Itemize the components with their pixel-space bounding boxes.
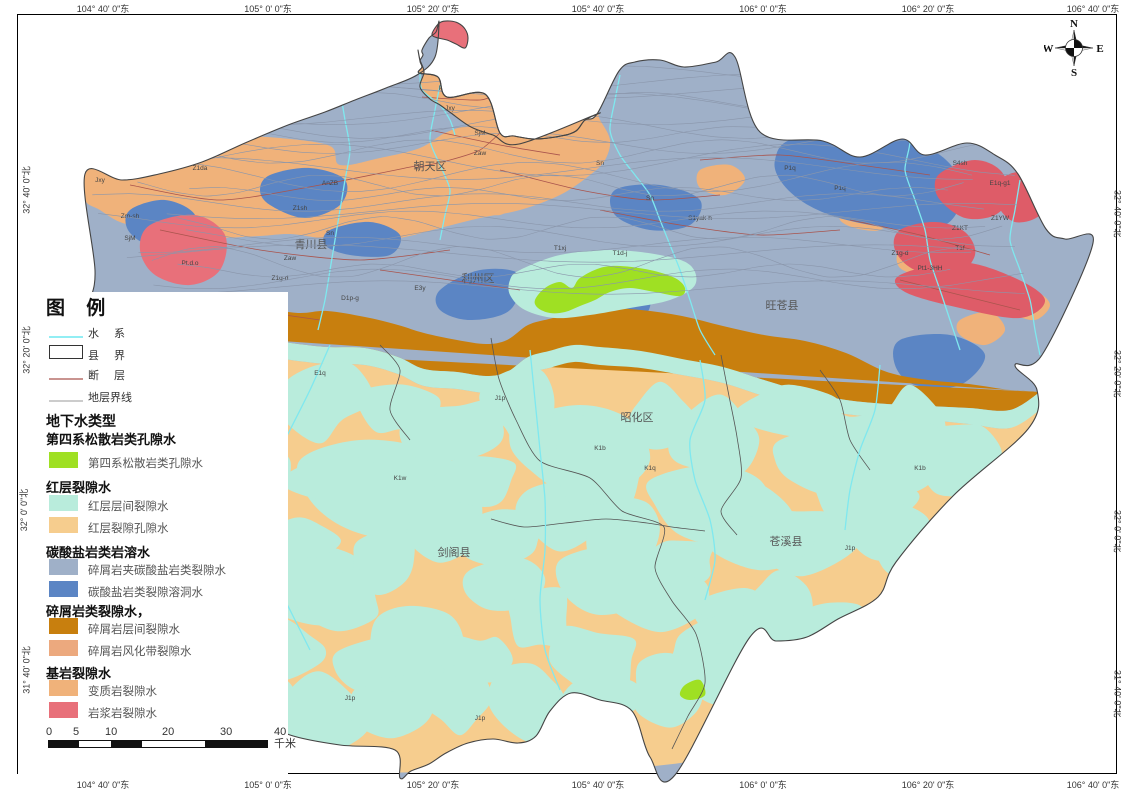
svg-text:T1xj: T1xj bbox=[554, 245, 566, 252]
svg-text:T∏Y: T∏Y bbox=[441, 60, 455, 67]
svg-text:Sn: Sn bbox=[326, 230, 334, 237]
svg-text:D1p-g: D1p-g bbox=[341, 295, 359, 302]
svg-text:E3y: E3y bbox=[414, 285, 426, 292]
svg-text:W: W bbox=[1044, 43, 1054, 55]
svg-text:苍溪县: 苍溪县 bbox=[770, 535, 803, 548]
svg-text:S4sh: S4sh bbox=[953, 160, 968, 167]
svg-text:青川县: 青川县 bbox=[295, 238, 328, 251]
svg-text:AnZB: AnZB bbox=[322, 180, 338, 187]
svg-text:SjM: SjM bbox=[124, 235, 135, 242]
svg-text:Jxy: Jxy bbox=[95, 177, 106, 184]
svg-text:Z1YW: Z1YW bbox=[991, 215, 1010, 222]
svg-text:K1b: K1b bbox=[594, 445, 606, 452]
svg-text:Z1da: Z1da bbox=[193, 165, 208, 172]
svg-text:剑阁县: 剑阁县 bbox=[438, 545, 471, 559]
svg-text:K1q: K1q bbox=[644, 465, 656, 472]
svg-text:N: N bbox=[1070, 18, 1078, 30]
svg-text:朝天区: 朝天区 bbox=[414, 160, 447, 173]
svg-text:昭化区: 昭化区 bbox=[621, 410, 654, 424]
svg-text:Zaw: Zaw bbox=[284, 255, 297, 262]
svg-text:J1p: J1p bbox=[345, 695, 356, 702]
svg-text:J1p: J1p bbox=[495, 395, 506, 402]
svg-text:旺苍县: 旺苍县 bbox=[766, 299, 799, 312]
svg-text:Zaw: Zaw bbox=[474, 150, 487, 157]
svg-text:E1q: E1q bbox=[314, 370, 326, 377]
svg-text:E1q-g1: E1q-g1 bbox=[990, 180, 1011, 187]
svg-text:K1b: K1b bbox=[914, 465, 926, 472]
svg-text:K1w: K1w bbox=[394, 475, 407, 482]
svg-text:Jxy: Jxy bbox=[455, 55, 466, 62]
svg-text:On-b: On-b bbox=[823, 125, 838, 132]
svg-text:Z1KT: Z1KT bbox=[952, 225, 968, 232]
svg-text:Z1sh: Z1sh bbox=[293, 205, 308, 212]
svg-text:E: E bbox=[1096, 43, 1103, 55]
svg-text:T1d-j: T1d-j bbox=[613, 250, 628, 257]
svg-text:Zm-sh: Zm-sh bbox=[891, 130, 910, 137]
svg-text:Sn: Sn bbox=[646, 195, 654, 202]
svg-text:P1q: P1q bbox=[784, 165, 796, 172]
svg-text:S: S bbox=[1071, 67, 1077, 78]
svg-text:J1p: J1p bbox=[475, 715, 486, 722]
svg-text:J1p: J1p bbox=[845, 545, 856, 552]
svg-text:Pt1-3HH: Pt1-3HH bbox=[918, 265, 943, 272]
svg-text:J1p: J1p bbox=[745, 645, 756, 652]
